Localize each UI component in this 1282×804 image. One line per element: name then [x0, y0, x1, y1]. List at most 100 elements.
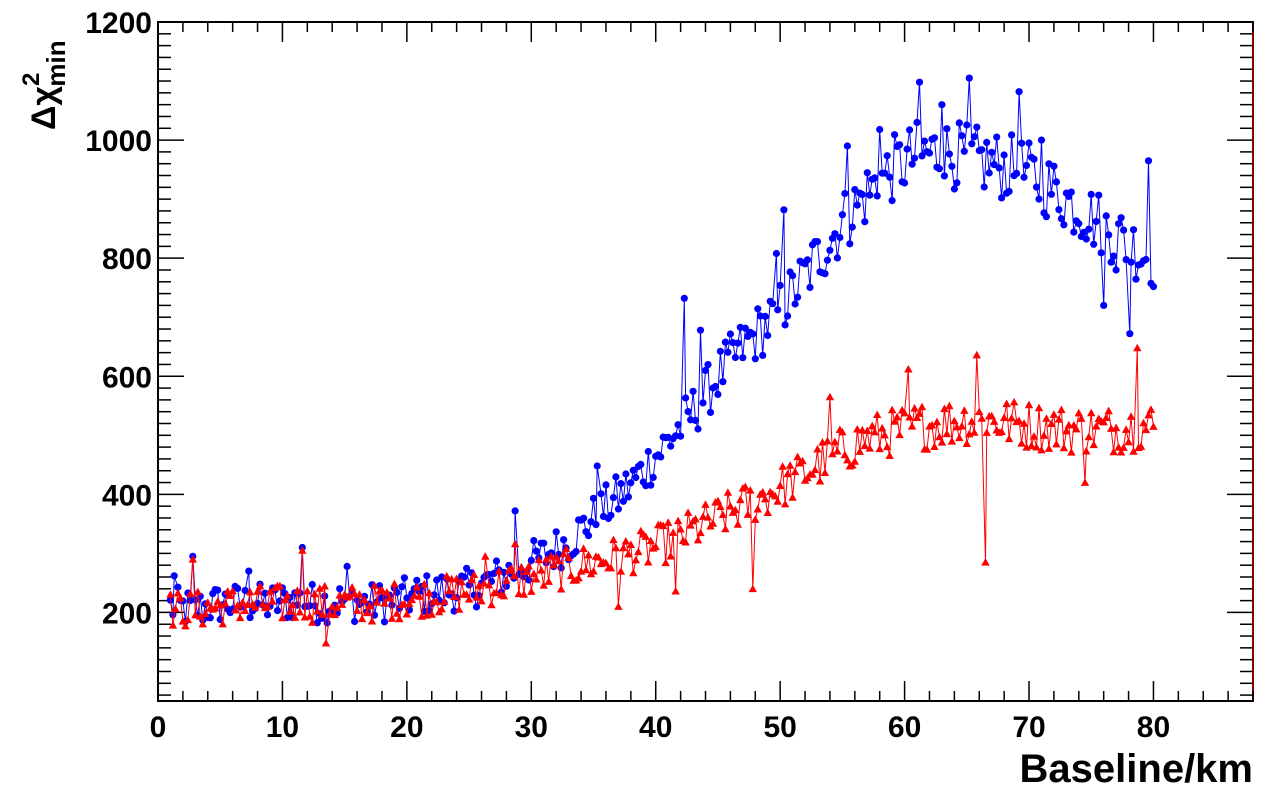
- data-point: [1117, 214, 1125, 222]
- data-point: [308, 580, 316, 589]
- data-point: [191, 610, 200, 619]
- data-point: [278, 613, 287, 622]
- data-point: [430, 591, 438, 599]
- data-point: [479, 578, 489, 587]
- data-point: [166, 590, 175, 598]
- data-point: [1085, 225, 1093, 233]
- data-point: [362, 608, 372, 617]
- data-point: [980, 183, 988, 191]
- data-point: [607, 511, 615, 519]
- data-point: [903, 145, 911, 153]
- data-point: [906, 126, 914, 134]
- data-point: [1067, 448, 1076, 456]
- data-point: [323, 619, 331, 627]
- data-point: [1115, 220, 1123, 228]
- data-point: [1110, 252, 1118, 260]
- data-point: [351, 617, 359, 626]
- data-point: [1037, 136, 1046, 144]
- data-point: [871, 174, 879, 182]
- data-point: [556, 584, 566, 593]
- data-point: [1018, 139, 1026, 147]
- y-axis-label-sub: min: [41, 40, 71, 86]
- data-point: [848, 223, 856, 231]
- data-point: [544, 577, 553, 585]
- data-point: [815, 476, 825, 485]
- data-point: [527, 556, 535, 565]
- data-point: [484, 580, 494, 589]
- data-point: [1072, 424, 1081, 433]
- data-point: [813, 238, 822, 246]
- data-point: [390, 579, 399, 588]
- data-point: [581, 565, 591, 574]
- data-point: [619, 543, 628, 552]
- data-point: [749, 330, 757, 338]
- data-point: [901, 179, 909, 187]
- data-point: [836, 233, 844, 242]
- data-point: [1052, 439, 1061, 448]
- data-point: [554, 556, 563, 565]
- data-point: [1101, 413, 1111, 421]
- data-point: [970, 133, 978, 141]
- data-point: [637, 460, 645, 468]
- data-point: [502, 582, 510, 590]
- data-point: [686, 521, 695, 529]
- data-point: [268, 597, 277, 605]
- data-point: [970, 428, 979, 436]
- data-point: [352, 606, 362, 614]
- data-point: [647, 481, 655, 489]
- data-point: [912, 413, 922, 421]
- data-point: [746, 486, 755, 494]
- data-point: [981, 558, 990, 566]
- data-point: [861, 218, 869, 226]
- data-point: [509, 571, 519, 580]
- data-point: [472, 593, 481, 601]
- data-point: [452, 574, 461, 583]
- data-point: [176, 593, 185, 602]
- data-point: [407, 595, 417, 604]
- data-point: [246, 614, 254, 622]
- data-point: [918, 152, 926, 160]
- data-point: [614, 505, 623, 513]
- data-point: [432, 597, 441, 606]
- data-point: [649, 473, 657, 481]
- data-point: [1015, 88, 1023, 96]
- data-point: [321, 638, 331, 647]
- data-point: [967, 417, 976, 425]
- data-point: [250, 603, 260, 611]
- data-point: [1133, 343, 1142, 352]
- data-point: [942, 429, 952, 438]
- data-point: [1075, 220, 1083, 228]
- data-point: [1008, 131, 1016, 139]
- data-point: [502, 576, 511, 584]
- data-point: [1057, 405, 1066, 414]
- data-point: [843, 455, 852, 464]
- data-point: [641, 532, 650, 540]
- data-point: [597, 490, 605, 498]
- plot-frame: [157, 21, 1254, 702]
- data-point: [865, 444, 874, 452]
- data-point: [517, 562, 526, 571]
- data-point: [233, 601, 242, 609]
- data-point: [228, 586, 237, 595]
- series-0: [166, 74, 1158, 627]
- data-point: [895, 430, 904, 439]
- data-point: [463, 564, 471, 572]
- data-point: [998, 194, 1006, 202]
- data-point: [982, 428, 991, 436]
- data-point: [831, 230, 839, 238]
- data-point: [382, 588, 392, 596]
- data-point: [731, 505, 740, 514]
- data-point: [741, 482, 750, 491]
- y-tick-label: 600: [102, 361, 152, 394]
- data-point: [1087, 190, 1095, 198]
- data-point: [345, 591, 354, 600]
- data-point: [701, 500, 710, 508]
- data-point: [380, 599, 389, 607]
- data-point: [838, 211, 847, 219]
- data-point: [830, 437, 840, 446]
- data-point: [1146, 405, 1156, 413]
- data-point: [785, 461, 795, 469]
- data-point: [780, 206, 788, 214]
- data-point: [343, 562, 351, 571]
